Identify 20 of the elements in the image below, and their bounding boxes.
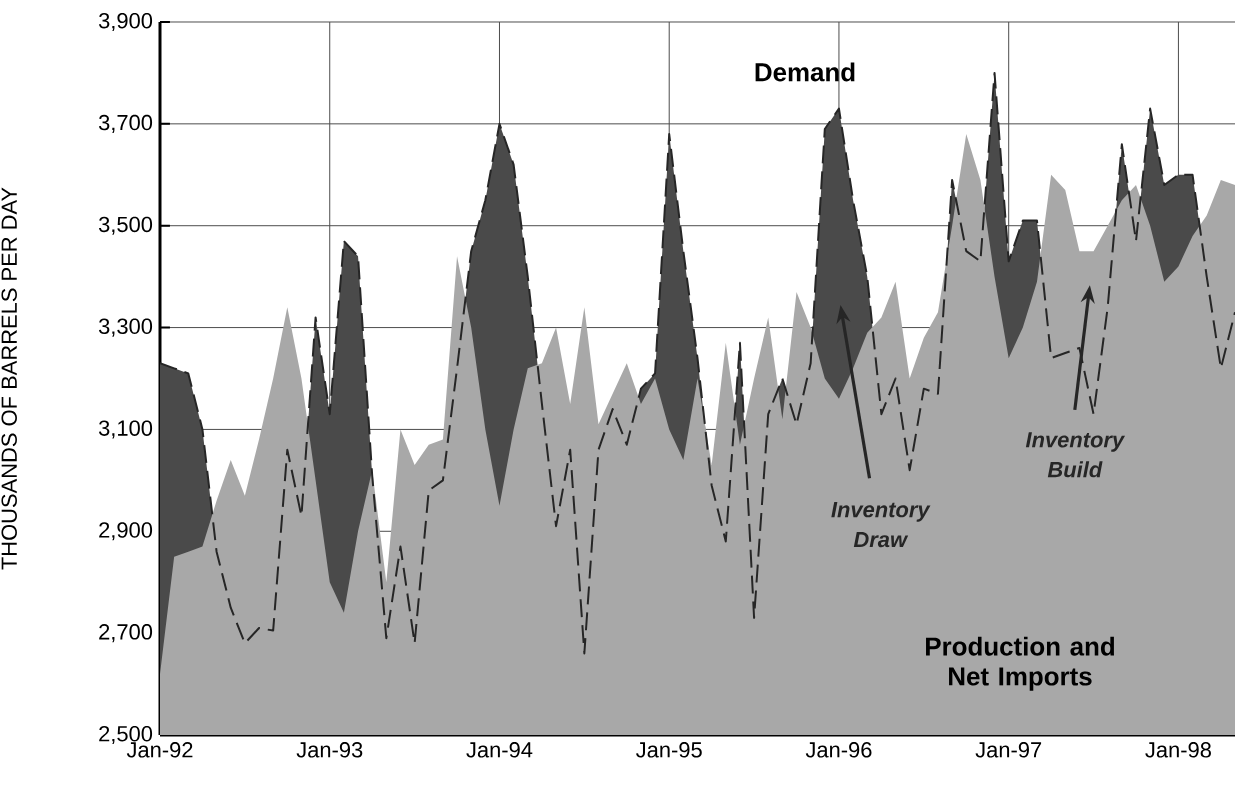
x-tick-label: Jan-92 xyxy=(126,742,193,758)
y-tick-label: 3,100 xyxy=(98,420,153,439)
y-tick-label: 3,500 xyxy=(98,216,153,235)
x-tick-label: Jan-96 xyxy=(805,742,872,758)
x-tick-label: Jan-93 xyxy=(296,742,363,758)
y-tick-label: 2,500 xyxy=(99,725,153,745)
series-label: Demand xyxy=(755,62,855,82)
x-tick-label: Jan-98 xyxy=(1145,742,1211,758)
x-tick-label: Jan-97 xyxy=(975,742,1042,758)
y-axis-title: THOUSANDS OF BARRELS PER DAY xyxy=(1,187,17,570)
annotation: Inventory Build xyxy=(1025,432,1126,478)
x-tick-label: Jan-95 xyxy=(636,742,702,758)
y-tick-label: 2,700 xyxy=(99,624,153,643)
y-tick-label: 3,300 xyxy=(98,318,153,337)
annotation: Inventory Draw xyxy=(831,502,931,548)
y-tick-label: 3,900 xyxy=(98,12,153,32)
x-tick-label: Jan-94 xyxy=(466,742,533,758)
y-tick-label: 3,700 xyxy=(98,114,153,133)
y-tick-label: 2,900 xyxy=(99,522,153,541)
series-label: Production and Net Imports xyxy=(926,636,1115,691)
